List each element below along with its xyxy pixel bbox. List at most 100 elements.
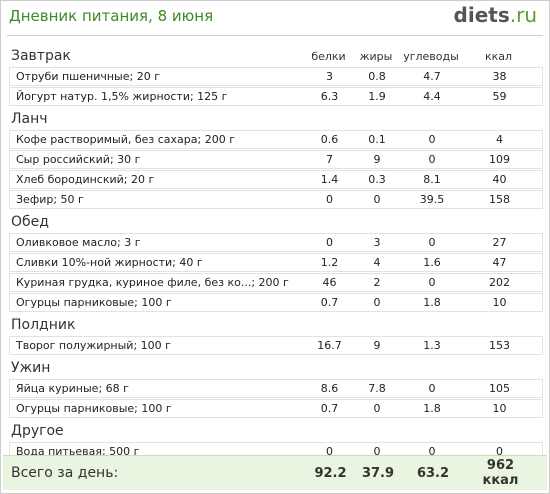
food-value: 1.8	[423, 402, 441, 415]
food-value: 7.8	[368, 382, 386, 395]
food-value: 0	[428, 153, 436, 166]
food-row: Огурцы парниковые; 100 г 0.7 0 1.8 10	[9, 293, 543, 312]
food-value: 1.9	[368, 90, 386, 103]
section-row: Ужин	[1, 357, 549, 379]
section-row: Ланч	[1, 108, 549, 130]
food-row: Сливки 10%-ной жирности; 40 г 1.2 4 1.6 47	[9, 253, 543, 272]
section-name: Полдник	[11, 317, 76, 333]
food-value: 202	[489, 276, 510, 289]
food-value: 0	[373, 193, 381, 206]
food-name: Творог полужирный; 100 г	[16, 339, 171, 352]
food-row: Отруби пшеничные; 20 г 3 0.8 4.7 38	[9, 67, 543, 86]
food-name: Хлеб бородинский; 20 г	[16, 173, 155, 186]
food-value: 158	[489, 193, 510, 206]
food-value: 3	[373, 236, 381, 249]
food-value: 0	[373, 402, 381, 415]
total-value: 63.2	[416, 465, 450, 481]
section-name: Другое	[11, 423, 64, 439]
food-value: 0	[373, 445, 381, 458]
section-name: Обед	[11, 214, 49, 230]
column-header: ккал	[484, 49, 513, 63]
food-row: Кофе растворимый, без сахара; 200 г 0.6 0.…	[9, 130, 543, 149]
food-value: 0	[428, 445, 436, 458]
food-value: 7	[326, 153, 333, 166]
section-row: Полдник	[1, 314, 549, 336]
food-row: Куриная грудка, куриное филе, без ко...;…	[9, 273, 543, 292]
food-value: 1.8	[423, 296, 441, 309]
food-value: 1.4	[320, 173, 339, 186]
food-value: 4.7	[423, 70, 441, 83]
food-value: 10	[492, 402, 507, 415]
food-value: 0	[428, 236, 436, 249]
food-name: Отруби пшеничные; 20 г	[16, 70, 160, 83]
food-value: 109	[489, 153, 510, 166]
food-value: 4	[496, 133, 503, 146]
logo-suffix: .ru	[509, 3, 537, 27]
food-value: 38	[492, 70, 507, 83]
food-value: 0.6	[320, 133, 339, 146]
food-value: 9	[373, 153, 381, 166]
food-name: Огурцы парниковые; 100 г	[16, 296, 172, 309]
food-value: 39.5	[419, 193, 445, 206]
food-value: 153	[489, 339, 510, 352]
food-value: 9	[373, 339, 381, 352]
food-value: 27	[492, 236, 507, 249]
diary-table: Завтрак белки жиры углеводы ккал Отруби пшени…	[1, 43, 549, 462]
food-name: Сливки 10%-ной жирности; 40 г	[16, 256, 203, 269]
page-title: Дневник питания, 8 июня	[9, 7, 214, 25]
food-value: 0.8	[368, 70, 386, 83]
food-value: 0	[326, 236, 333, 249]
food-value: 1.2	[320, 256, 339, 269]
food-name: Сыр российский; 30 г	[16, 153, 141, 166]
logo[interactable]: diets.ru	[454, 3, 537, 27]
food-value: 0.3	[368, 173, 386, 186]
food-value: 0	[496, 445, 503, 458]
separator	[7, 35, 543, 36]
logo-main: diets	[453, 3, 510, 27]
total-value: 37.9	[361, 465, 395, 481]
food-value: 0.7	[320, 402, 339, 415]
food-value: 0	[326, 445, 333, 458]
food-name: Яйца куриные; 68 г	[16, 382, 129, 395]
total-row: Всего за день: 92.2 37.9 63.2 962 ккал	[3, 455, 547, 490]
food-value: 0	[373, 296, 381, 309]
food-value: 0	[326, 193, 333, 206]
food-value: 59	[492, 90, 507, 103]
food-value: 4	[373, 256, 381, 269]
food-name: Йогурт натур. 1,5% жирности; 125 г	[16, 90, 228, 103]
food-value: 2	[373, 276, 381, 289]
food-row: Йогурт натур. 1,5% жирности; 125 г 6.3 1.9…	[9, 87, 543, 106]
section-row: Завтрак белки жиры углеводы ккал	[1, 45, 549, 67]
total-value: 92.2	[314, 465, 347, 481]
food-value: 47	[492, 256, 507, 269]
food-row: Сыр российский; 30 г 7 9 0 109	[9, 150, 543, 169]
food-row: Оливковое масло; 3 г 0 3 0 27	[9, 233, 543, 252]
food-value: 16.7	[317, 339, 342, 352]
food-value: 40	[492, 173, 507, 186]
section-name: Ланч	[11, 111, 48, 127]
food-value: 105	[489, 382, 510, 395]
section-row: Обед	[1, 211, 549, 233]
food-row: Зефир; 50 г 0 0 39.5 158	[9, 190, 543, 209]
food-value: 0	[428, 133, 436, 146]
section-name: Завтрак	[11, 48, 71, 64]
food-value: 3	[326, 70, 333, 83]
food-name: Кофе растворимый, без сахара; 200 г	[16, 133, 235, 146]
food-name: Оливковое масло; 3 г	[16, 236, 141, 249]
total-value: 962 ккал	[482, 458, 519, 488]
food-row: Хлеб бородинский; 20 г 1.4 0.3 8.1 40	[9, 170, 543, 189]
food-row: Яйца куриные; 68 г 8.6 7.8 0 105	[9, 379, 543, 398]
food-value: 1.3	[423, 339, 441, 352]
food-value: 10	[492, 296, 507, 309]
food-name: Вода питьевая; 500 г	[16, 445, 140, 458]
food-value: 8.6	[320, 382, 339, 395]
total-label: Всего за день:	[11, 465, 119, 481]
column-header: жиры	[359, 49, 393, 63]
food-value: 8.1	[423, 173, 441, 186]
food-value: 0	[428, 276, 436, 289]
food-value: 46	[322, 276, 337, 289]
food-value: 0.1	[368, 133, 386, 146]
food-value: 4.4	[423, 90, 441, 103]
food-name: Зефир; 50 г	[16, 193, 84, 206]
